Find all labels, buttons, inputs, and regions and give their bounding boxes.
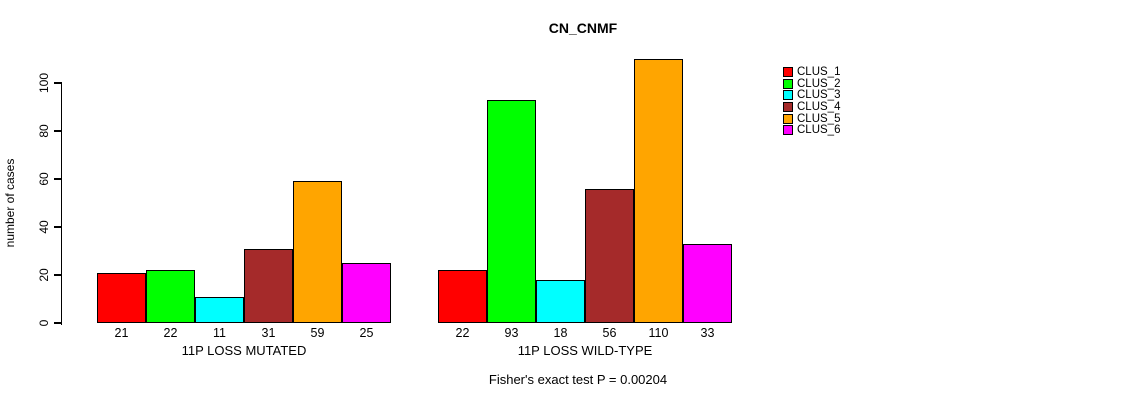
- bar-value-label: 110: [648, 326, 669, 340]
- y-tick: [54, 274, 62, 276]
- bar-clus_4: [244, 248, 293, 323]
- bar-clus_1: [438, 270, 487, 323]
- legend-item-label: CLUS_2: [797, 77, 841, 90]
- legend-item-label: CLUS_4: [797, 101, 841, 114]
- legend-swatch: [783, 102, 793, 113]
- legend-swatch: [783, 125, 793, 136]
- bar-value-label: 18: [553, 326, 568, 340]
- y-axis-line: [60, 83, 62, 325]
- bar-clus_1: [97, 272, 146, 323]
- stat-test-annotation: Fisher's exact test P = 0.00204: [488, 372, 668, 387]
- x-axis-group-label: 11P LOSS MUTATED: [181, 343, 307, 358]
- y-tick-label: 80: [37, 124, 51, 138]
- y-tick-label: 40: [37, 220, 51, 234]
- y-tick-label: 100: [37, 72, 51, 94]
- legend-item: CLUS_3: [783, 89, 841, 102]
- y-tick: [54, 226, 62, 228]
- bar-value-label: 31: [261, 326, 276, 340]
- legend-item: CLUS_4: [783, 101, 841, 114]
- legend-item-label: CLUS_3: [797, 89, 841, 102]
- bar-value-label: 59: [310, 326, 325, 340]
- bar-clus_4: [585, 188, 634, 323]
- y-tick-label: 0: [37, 319, 51, 327]
- bar-clus_3: [536, 279, 585, 323]
- legend-item-label: CLUS_5: [797, 112, 841, 125]
- legend-item: CLUS_2: [783, 77, 841, 90]
- bar-clus_3: [195, 296, 244, 323]
- legend: CLUS_1 CLUS_2 CLUS_3 CLUS_4 CLUS_5 CLUS_…: [783, 66, 841, 137]
- y-tick: [54, 82, 62, 84]
- chart-title: CN_CNMF: [548, 20, 618, 36]
- bar-value-label: 11: [213, 326, 226, 340]
- legend-item: CLUS_1: [783, 66, 841, 78]
- legend-item: CLUS_6: [783, 124, 841, 137]
- y-tick-label: 60: [37, 172, 51, 186]
- legend-item-label: CLUS_1: [797, 66, 841, 78]
- bar-value-label: 56: [602, 326, 617, 340]
- bar-value-label: 33: [700, 326, 715, 340]
- bar-clus_6: [683, 243, 732, 323]
- bar-value-label: 22: [163, 326, 178, 340]
- legend-item-label: CLUS_6: [797, 124, 841, 137]
- bar-clus_6: [342, 263, 391, 323]
- bar-clus_2: [487, 99, 536, 323]
- legend-item: CLUS_5: [783, 112, 841, 125]
- y-tick-label: 20: [37, 268, 51, 282]
- bar-clus_5: [634, 59, 683, 323]
- bar-value-label: 21: [114, 326, 129, 340]
- y-tick: [54, 130, 62, 132]
- y-tick: [54, 322, 62, 324]
- x-axis-group-label: 11P LOSS WILD-TYPE: [517, 343, 653, 358]
- bar-clus_2: [146, 270, 195, 323]
- bar-value-label: 93: [504, 326, 519, 340]
- legend-swatch: [783, 67, 793, 77]
- bar-value-label: 22: [455, 326, 470, 340]
- bar-clus_5: [293, 181, 342, 323]
- legend-swatch: [783, 113, 793, 124]
- legend-swatch: [783, 78, 793, 89]
- bar-value-label: 25: [359, 326, 374, 340]
- y-tick: [54, 178, 62, 180]
- legend-swatch: [783, 90, 793, 101]
